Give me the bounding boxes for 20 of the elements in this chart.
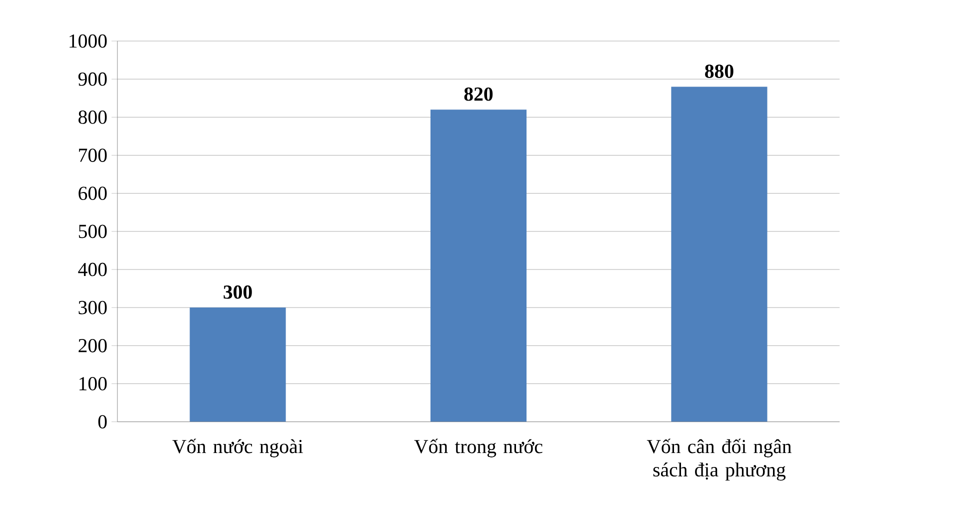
bar [190,308,286,422]
y-tick-label: 200 [78,339,107,352]
y-tick-label: 600 [78,186,107,200]
y-tick-label: 400 [78,262,107,276]
y-tick-label: 800 [78,110,107,124]
x-tick-label: Vốn cân đối ngân sách địa phương [646,438,792,481]
y-tick-label: 500 [78,224,107,238]
x-tick-label: Vốn nước ngoài [172,438,303,458]
data-label: 880 [705,64,734,78]
data-label: 300 [224,285,252,299]
y-tick-label: 900 [78,72,107,86]
y-tick-label: 1000 [70,34,107,48]
y-tick-label: 100 [80,377,107,390]
bar [430,110,527,422]
data-label: 820 [464,88,493,101]
y-tick-label: 300 [78,300,107,314]
y-tick-label: 700 [79,148,107,162]
bar [671,86,768,422]
x-tick-label: Vốn trong nước [414,438,542,458]
y-tick-label: 0 [98,415,107,429]
